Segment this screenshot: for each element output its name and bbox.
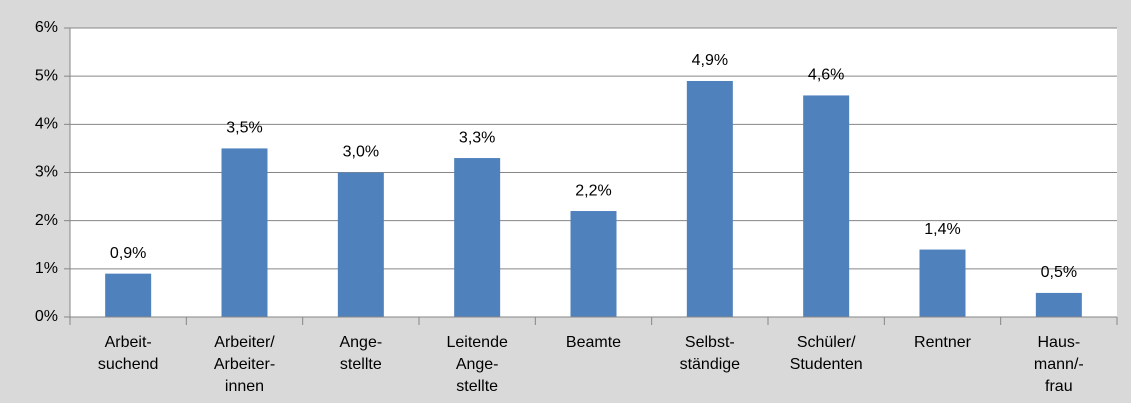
data-label: 0,5% [1041, 264, 1077, 281]
bar [1035, 292, 1082, 317]
data-label: 3,3% [459, 129, 495, 146]
bar [803, 95, 850, 317]
y-tick-label: 2% [35, 212, 58, 229]
data-label: 4,9% [692, 52, 728, 69]
bar [105, 273, 152, 317]
y-tick-label: 3% [35, 164, 58, 181]
data-label: 3,0% [343, 144, 379, 161]
bar [919, 249, 966, 317]
x-tick-label: Leitende Ange-stellte [446, 334, 507, 395]
y-tick-label: 0% [35, 308, 58, 325]
bar [221, 148, 268, 317]
x-tick-label: Beamte [566, 334, 621, 351]
bar [337, 172, 384, 317]
x-tick-label: Ange-stellte [339, 334, 382, 373]
x-tick-label: Rentner [914, 334, 972, 351]
data-label: 2,2% [575, 182, 611, 199]
bar [454, 158, 501, 317]
data-label: 3,5% [226, 120, 262, 137]
y-tick-label: 5% [35, 67, 58, 84]
data-label: 0,9% [110, 245, 146, 262]
x-tick-label: Schüler/Studenten [790, 334, 863, 373]
bar [686, 80, 733, 317]
data-label: 4,6% [808, 67, 844, 84]
data-label: 1,4% [924, 221, 960, 238]
x-tick-label: Haus-mann/-frau [1034, 334, 1084, 395]
x-tick-label: Arbeit-suchend [98, 334, 159, 373]
x-tick-label: Arbeiter/Arbeiter-innen [214, 334, 275, 395]
y-tick-label: 1% [35, 260, 58, 277]
bar [570, 211, 617, 317]
y-tick-label: 4% [35, 116, 58, 133]
y-tick-label: 6% [35, 19, 58, 36]
x-tick-label: Selbst-ständige [680, 334, 741, 373]
